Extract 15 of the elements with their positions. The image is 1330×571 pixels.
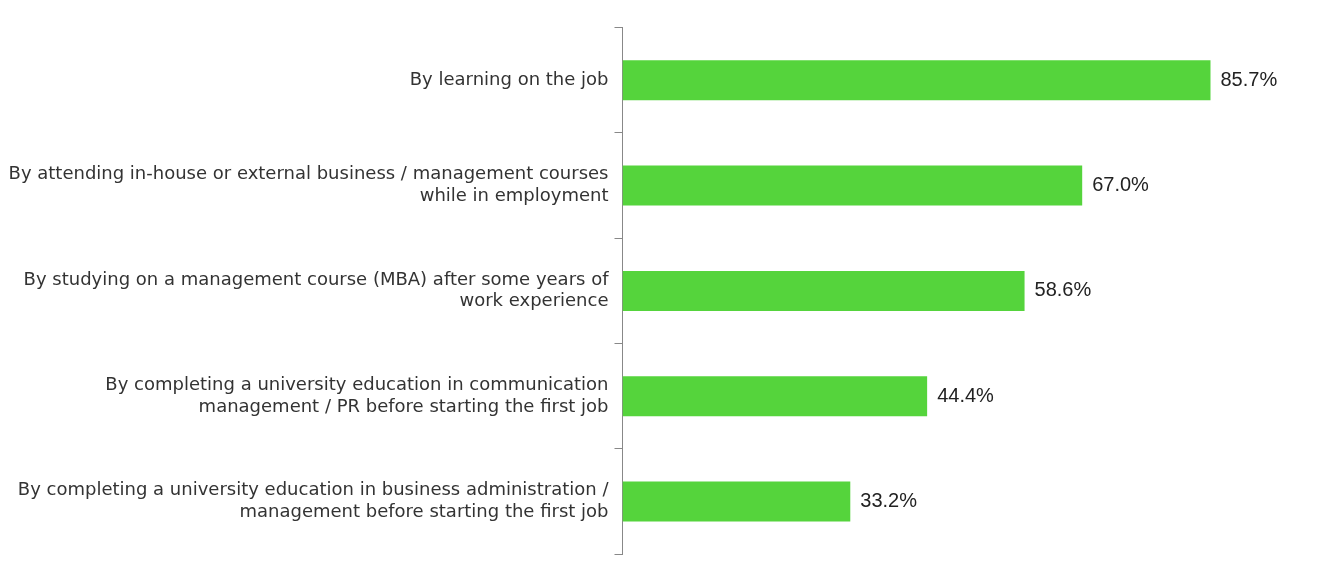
bar xyxy=(622,60,1211,101)
y-tick-label: By attending in-house or external business / management courses while in employment xyxy=(8,162,609,206)
data-label: 85.7% xyxy=(1220,67,1278,90)
bar xyxy=(622,270,1025,311)
y-tick-label: By learning on the job xyxy=(409,67,609,89)
bar xyxy=(622,165,1083,206)
y-tick-label: By completing a university education in business administration / management before starting the first job xyxy=(17,478,610,522)
bar xyxy=(622,481,851,522)
data-label: 33.2% xyxy=(860,489,918,512)
y-tick-label: By completing a university education in communication management / PR before starting the first job xyxy=(105,373,609,416)
bar xyxy=(622,376,928,417)
data-label: 67.0% xyxy=(1092,173,1150,196)
y-tick-label: By studying on a management course (MBA) after some years of work experience xyxy=(23,267,610,311)
data-label: 44.4% xyxy=(937,383,995,406)
data-label: 58.6% xyxy=(1034,278,1092,301)
